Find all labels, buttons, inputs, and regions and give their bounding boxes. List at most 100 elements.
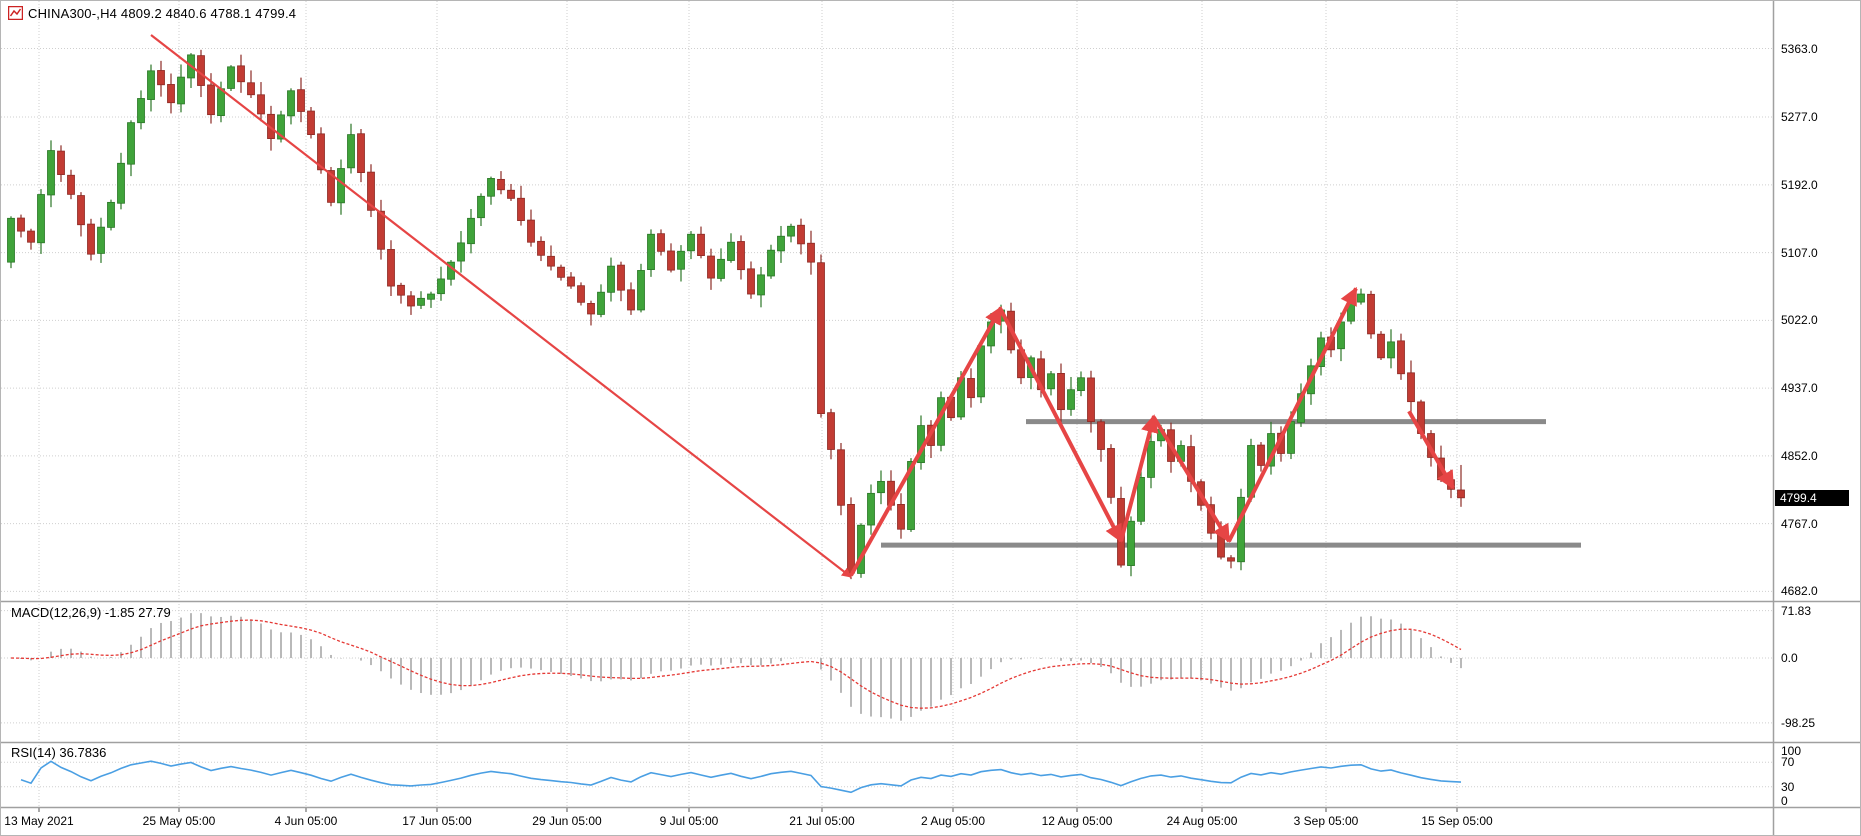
time-axis-label: 21 Jul 05:00 [789,814,855,828]
trend-arrows [150,34,1455,578]
candle [427,293,435,300]
candle [1357,293,1365,303]
trend-arrow[interactable] [150,34,852,578]
candle [147,70,155,100]
candle [77,195,85,226]
trend-arrow[interactable] [999,309,1123,543]
candle [217,88,225,116]
candle [27,230,35,243]
trend-arrow[interactable] [849,306,1003,577]
candle [1407,372,1415,403]
candle [827,412,835,450]
candle [1377,333,1385,359]
candle [817,262,825,415]
candle [237,65,245,83]
candle [757,274,765,296]
time-axis-label: 24 Aug 05:00 [1166,814,1238,828]
candle [17,217,25,232]
candle [397,284,405,296]
candle [577,285,585,303]
candle [1047,373,1055,390]
candle [277,114,285,140]
candle [797,224,805,245]
time-axis-label: 2 Aug 05:00 [920,814,986,828]
candle [587,303,595,315]
candle [417,297,425,306]
candle [607,265,615,293]
candle [657,233,665,252]
candle [107,201,115,228]
candle [507,189,515,199]
chart-title: CHINA300-,H4 4809.2 4840.6 4788.1 4799.4 [28,6,297,21]
candle [867,492,875,526]
macd-axis-label: -98.25 [1781,715,1816,730]
time-axis-label: 9 Jul 05:00 [659,814,719,828]
candle [737,241,745,271]
candle [167,84,175,104]
candle [617,264,625,291]
price-axis-label: 4767.0 [1781,516,1818,531]
candle [787,225,795,237]
candle [137,98,145,124]
candle [807,242,815,263]
macd-indicator-label: MACD(12,26,9) -1.85 27.79 [11,605,171,620]
candle [207,84,215,116]
candle [287,90,295,117]
candle [877,480,885,494]
candle [437,278,445,295]
candle [297,89,305,112]
rsi-axis-label: 30 [1781,779,1795,794]
trend-arrow[interactable] [1227,286,1358,543]
candle [767,249,775,277]
trend-arrow[interactable] [1407,410,1455,490]
candle [257,94,265,115]
rsi-axis-label: 100 [1781,744,1802,758]
time-axis-label: 15 Sep 05:00 [1421,814,1493,828]
candle [457,242,465,262]
time-axis-label: 17 Jun 05:00 [402,814,472,828]
candle [667,250,675,271]
candle [1457,489,1465,499]
candle [527,219,535,243]
price-axis-label: 5107.0 [1781,245,1818,260]
candle [1087,377,1095,422]
candlestick-series [7,49,1465,580]
candle [367,171,375,211]
price-axis-label: 4682.0 [1781,584,1818,599]
candle [357,133,365,173]
time-axis-label: 12 Aug 05:00 [1041,814,1113,828]
candle [1387,341,1395,359]
candle [1237,496,1245,563]
rsi-indicator-label: RSI(14) 36.7836 [11,745,107,760]
price-axis-label: 4852.0 [1781,448,1818,463]
macd-axis-label: 71.83 [1781,603,1812,618]
grid [1,1,1773,812]
candle [247,82,255,96]
time-axis-label: 4 Jun 05:00 [274,814,338,828]
candle [1147,441,1155,478]
candle [1107,448,1115,498]
candle [467,217,475,245]
candle [537,240,545,256]
candle [387,249,395,287]
candle [377,210,385,250]
trend-arrow[interactable] [1119,414,1159,542]
candle [1257,444,1265,466]
candle [597,291,605,315]
sr-lines [881,419,1581,548]
candle [347,134,355,169]
candle [307,110,315,135]
candle [157,70,165,86]
candle [837,449,845,506]
candle [637,270,645,311]
candle [227,66,235,89]
candle [897,504,905,530]
candle [327,170,335,203]
candle [557,266,565,278]
candle [127,122,135,165]
candle [567,276,575,287]
trend-arrow[interactable] [1152,416,1231,543]
candle [1397,340,1405,375]
candle [847,504,855,574]
